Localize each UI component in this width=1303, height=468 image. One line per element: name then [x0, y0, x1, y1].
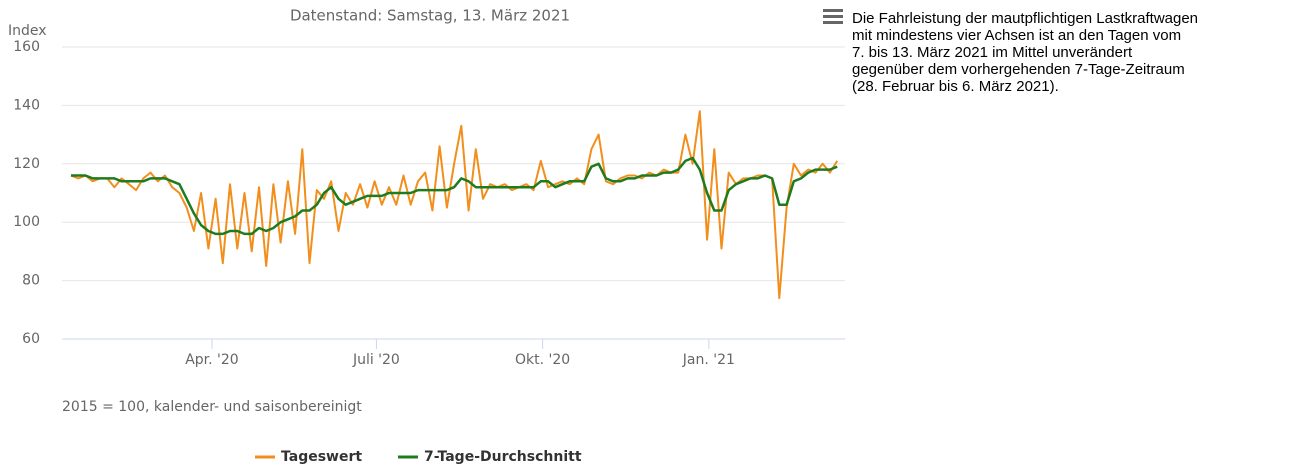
menu-button[interactable] [820, 6, 846, 28]
legend-label: 7-Tage-Durchschnitt [424, 449, 582, 465]
y-tick-label: 60 [22, 331, 40, 347]
description-line: (28. Februar bis 6. März 2021). [852, 78, 1059, 95]
x-tick-label: Okt. '20 [515, 352, 570, 368]
description-line: mit mindestens vier Achsen ist an den Ta… [852, 27, 1182, 44]
legend-label: Tageswert [281, 449, 362, 465]
y-tick-label: 80 [22, 273, 40, 289]
description-line: gegenüber dem vorhergehenden 7-Tage-Zeit… [852, 61, 1185, 78]
y-tick-label: 140 [13, 97, 40, 113]
x-tick-label: Apr. '20 [185, 352, 239, 368]
chart-note: 2015 = 100, kalender- und saisonbereinig… [62, 399, 362, 415]
chart: Datenstand: Samstag, 13. März 2021 Index… [8, 7, 845, 465]
series-line [70, 110, 839, 300]
y-axis-label: Index [8, 23, 47, 39]
x-tick-label: Juli '20 [352, 352, 400, 368]
y-tick-label: 100 [13, 214, 40, 230]
y-tick-label: 120 [13, 156, 40, 172]
series-line [71, 156, 838, 236]
y-tick-label: 160 [13, 39, 40, 55]
x-tick-label: Jan. '21 [682, 352, 735, 368]
chart-subtitle: Datenstand: Samstag, 13. März 2021 [290, 7, 570, 25]
description: Die Fahrleistung der mautpflichtigen Las… [852, 10, 1297, 95]
description-line: Die Fahrleistung der mautpflichtigen Las… [852, 10, 1199, 27]
menu-bar [823, 9, 843, 12]
description-line: 7. bis 13. März 2021 im Mittel unverände… [852, 44, 1133, 61]
menu-bar [823, 15, 843, 18]
menu-bar [823, 21, 843, 24]
